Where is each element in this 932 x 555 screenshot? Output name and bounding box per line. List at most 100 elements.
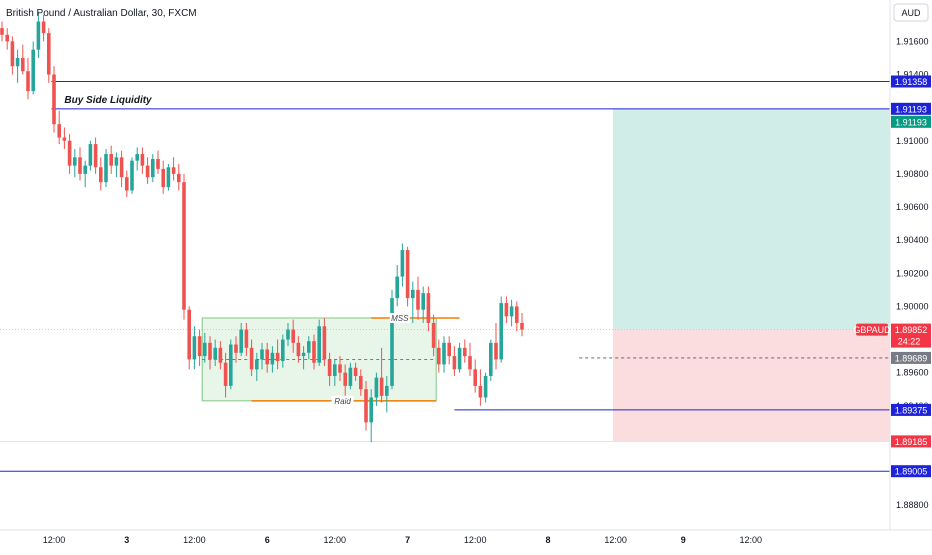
candle[interactable] <box>307 336 311 360</box>
candle[interactable] <box>182 173 186 320</box>
candle[interactable] <box>78 147 82 181</box>
candle[interactable] <box>463 339 467 363</box>
candle[interactable] <box>322 318 327 367</box>
candle[interactable] <box>473 359 477 393</box>
candle[interactable] <box>489 339 493 381</box>
candle[interactable] <box>275 339 280 370</box>
candle[interactable] <box>130 157 134 194</box>
candle[interactable] <box>218 341 223 370</box>
candle[interactable] <box>114 152 119 178</box>
candle[interactable] <box>478 369 483 406</box>
candle[interactable] <box>104 149 108 188</box>
candle[interactable] <box>296 336 301 363</box>
candle[interactable] <box>145 157 150 184</box>
candle[interactable] <box>208 336 212 370</box>
candle[interactable] <box>255 352 259 381</box>
candle[interactable] <box>109 145 113 174</box>
candle[interactable] <box>452 346 457 376</box>
candle[interactable] <box>125 170 129 198</box>
candle[interactable] <box>379 347 384 403</box>
candle[interactable] <box>385 375 389 413</box>
candle[interactable] <box>364 380 368 431</box>
candle[interactable] <box>5 28 9 50</box>
candle[interactable] <box>281 334 285 368</box>
candle[interactable] <box>260 342 264 370</box>
candle[interactable] <box>359 369 363 396</box>
candle[interactable] <box>197 329 202 367</box>
candle[interactable] <box>301 346 306 370</box>
candle[interactable] <box>411 281 415 323</box>
candle[interactable] <box>499 296 503 363</box>
candle[interactable] <box>468 342 472 376</box>
candle[interactable] <box>405 246 410 307</box>
candle[interactable] <box>442 336 446 373</box>
candle[interactable] <box>57 110 61 145</box>
candle[interactable] <box>437 339 441 373</box>
candle[interactable] <box>416 276 420 320</box>
candle[interactable] <box>286 322 290 347</box>
candle[interactable] <box>177 163 181 191</box>
candle[interactable] <box>166 163 171 191</box>
profit-zone[interactable] <box>613 108 890 330</box>
candle[interactable] <box>10 36 15 75</box>
candle[interactable] <box>83 160 87 188</box>
candle[interactable] <box>62 127 67 150</box>
bsl-annotation[interactable]: Buy Side Liquidity <box>64 95 152 106</box>
candle[interactable] <box>31 41 35 95</box>
mss-annotation[interactable]: MSS <box>391 314 409 323</box>
candle[interactable] <box>192 326 197 370</box>
candle[interactable] <box>504 296 509 323</box>
candle[interactable] <box>203 332 207 363</box>
candle[interactable] <box>52 66 56 133</box>
candle[interactable] <box>93 137 98 174</box>
currency-badge[interactable] <box>893 3 929 22</box>
candle[interactable] <box>400 243 405 287</box>
loss-zone[interactable] <box>613 329 890 442</box>
candle[interactable] <box>509 299 514 327</box>
candle[interactable] <box>374 372 379 406</box>
candle[interactable] <box>265 342 269 373</box>
candle[interactable] <box>333 359 337 386</box>
candle[interactable] <box>270 346 275 373</box>
candle[interactable] <box>457 342 462 373</box>
candle[interactable] <box>0 21 4 42</box>
candle[interactable] <box>15 49 20 83</box>
candle[interactable] <box>447 336 451 365</box>
candle[interactable] <box>421 286 425 323</box>
candle[interactable] <box>515 301 519 332</box>
candle[interactable] <box>244 322 249 357</box>
candle[interactable] <box>395 265 399 307</box>
candle[interactable] <box>426 286 431 332</box>
candle[interactable] <box>171 157 176 181</box>
candle[interactable] <box>353 362 358 381</box>
candle[interactable] <box>213 339 217 367</box>
candle[interactable] <box>369 389 373 443</box>
candle[interactable] <box>36 11 41 58</box>
candle[interactable] <box>312 334 316 370</box>
candle[interactable] <box>483 372 488 403</box>
candle[interactable] <box>327 352 332 386</box>
candle[interactable] <box>520 313 524 337</box>
candle[interactable] <box>431 314 436 357</box>
candle[interactable] <box>161 160 165 194</box>
candle[interactable] <box>135 147 139 171</box>
candle[interactable] <box>21 44 25 75</box>
candle[interactable] <box>41 14 46 42</box>
candle[interactable] <box>343 364 347 396</box>
candle[interactable] <box>348 362 353 390</box>
candle[interactable] <box>151 154 155 183</box>
candle[interactable] <box>338 356 342 381</box>
candle[interactable] <box>249 339 254 376</box>
candle[interactable] <box>229 339 233 390</box>
candle[interactable] <box>156 150 160 174</box>
candle[interactable] <box>291 319 295 353</box>
candle[interactable] <box>140 147 145 174</box>
candle[interactable] <box>494 322 498 370</box>
raid-annotation[interactable]: Raid <box>334 397 351 406</box>
candle[interactable] <box>67 134 72 174</box>
candle[interactable] <box>223 352 228 398</box>
candle[interactable] <box>239 322 243 357</box>
candle[interactable] <box>73 149 77 178</box>
candle[interactable] <box>390 289 394 390</box>
